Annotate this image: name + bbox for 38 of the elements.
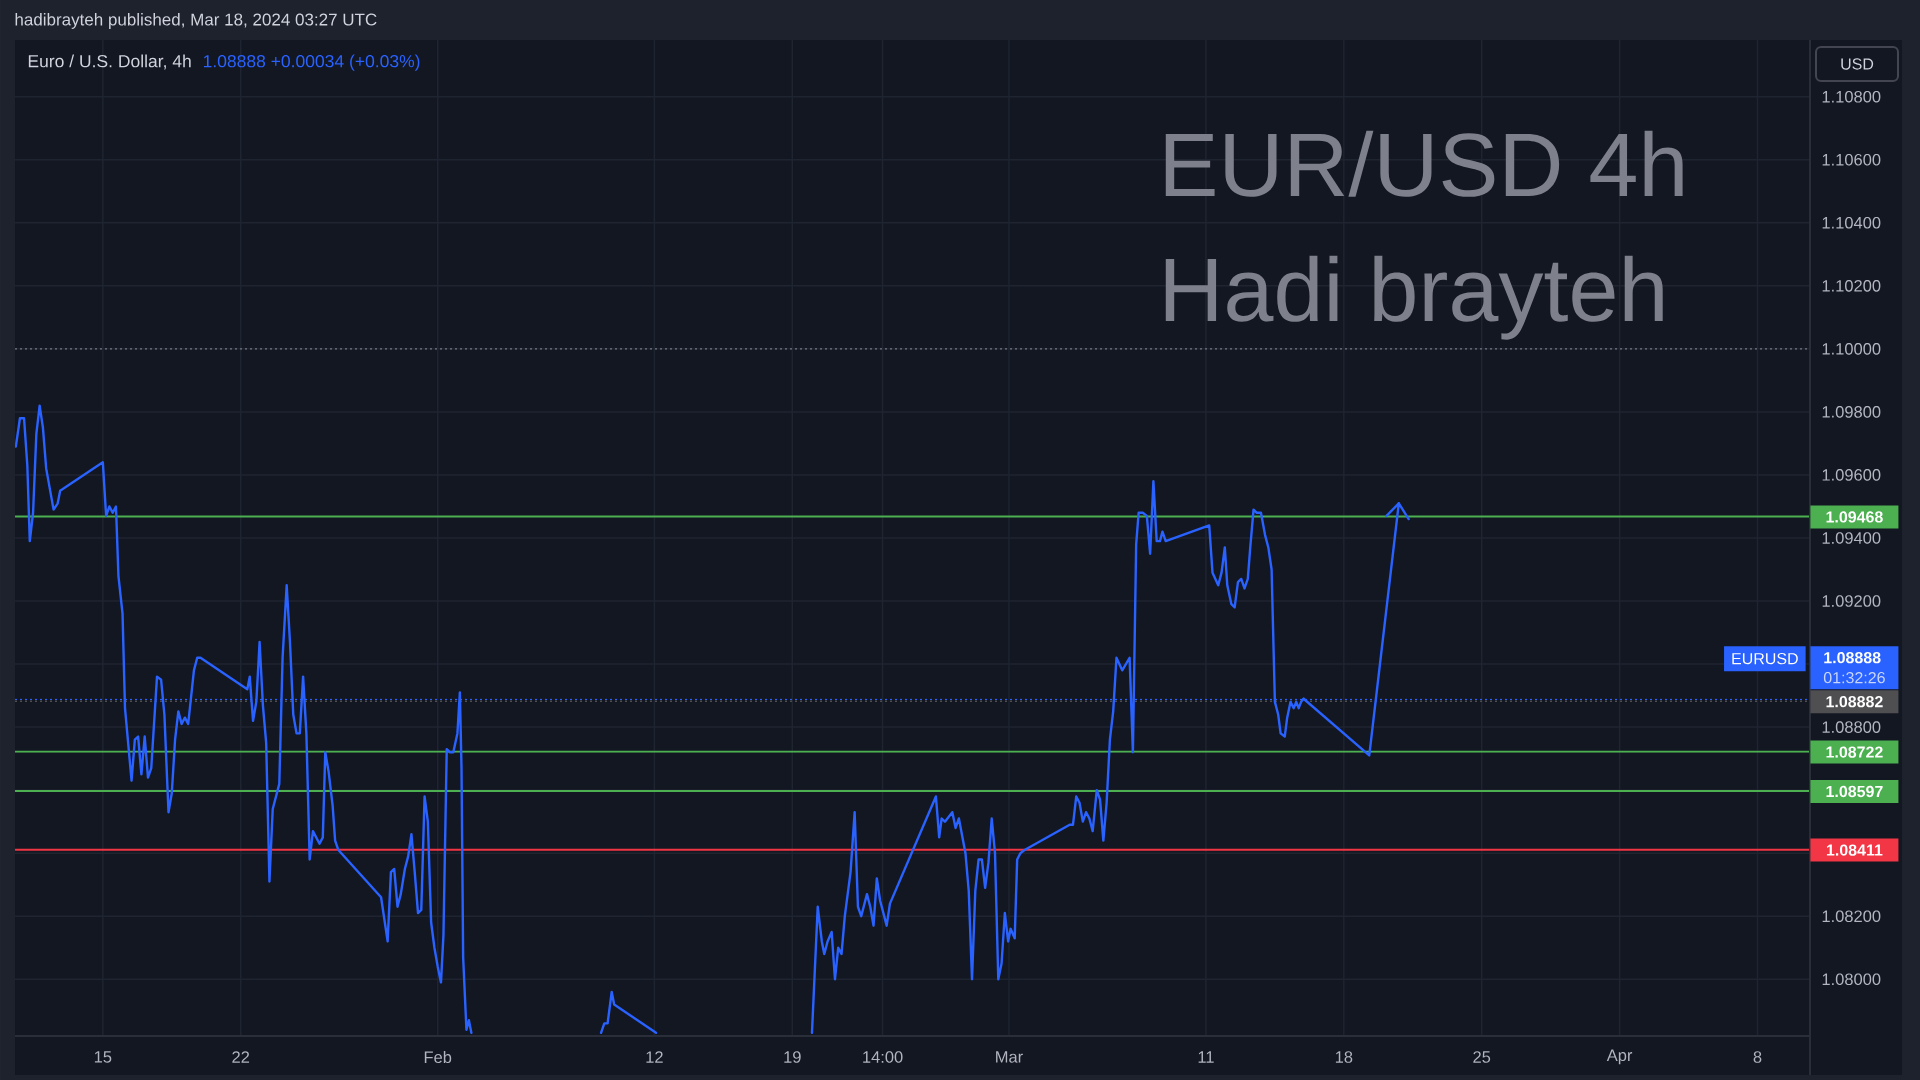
ref-line-label: 1.09468	[1826, 511, 1883, 523]
y-tick-label: 1.10000	[1822, 343, 1881, 355]
y-tick-label: 1.08800	[1822, 721, 1881, 733]
x-tick-label: Feb	[424, 1050, 452, 1064]
y-tick-label: 1.09400	[1822, 532, 1881, 544]
ref-line-label: 1.08411	[1826, 844, 1883, 856]
x-tick-label: 18	[1335, 1051, 1353, 1063]
text: EURUSD	[1732, 652, 1798, 665]
y-tick-label: 1.08000	[1822, 973, 1881, 986]
x-tick-label: Mar	[996, 1051, 1023, 1063]
annotation: EUR/USD 4h	[1165, 130, 1683, 197]
y-tick-label: 1.10600	[1822, 153, 1881, 166]
y-tick-label: 1.09600	[1822, 469, 1881, 481]
annotation: Hadi brayteh	[1165, 255, 1663, 340]
text: 1.08888 +0.00034 (+0.03%)	[203, 54, 420, 71]
x-tick-label: 8	[1753, 1051, 1762, 1063]
y-tick-label: 1.08200	[1822, 910, 1881, 923]
y-tick-label: 1.10200	[1822, 279, 1881, 292]
x-tick-label: 12	[646, 1051, 663, 1063]
x-tick-label: 14:00	[863, 1051, 903, 1063]
y-tick-label: 1.10800	[1822, 90, 1881, 103]
y-tick-label: 1.09800	[1822, 406, 1881, 418]
x-tick-label: 22	[232, 1051, 250, 1063]
x-tick-label: Apr	[1606, 1049, 1633, 1065]
ref-line-label: 1.08597	[1826, 785, 1883, 798]
y-axis-title: USD	[1841, 58, 1874, 70]
y-tick-label: 1.09200	[1822, 595, 1881, 607]
ref-line-label: 1.08888	[1824, 651, 1881, 664]
y-tick-label: 1.10400	[1822, 216, 1881, 229]
ref-line-label: 1.08882	[1826, 695, 1883, 708]
x-tick-label: 25	[1473, 1051, 1491, 1063]
x-tick-label: 15	[94, 1051, 112, 1063]
x-tick-label: 11	[1198, 1051, 1214, 1063]
text: 01:32:26	[1823, 671, 1885, 684]
ref-line-label: 1.08722	[1826, 746, 1883, 758]
x-tick-label: 19	[784, 1051, 801, 1063]
text: hadibrayteh published, Mar 18, 2024 03:27 UTC	[15, 13, 377, 29]
text: Euro / U.S. Dollar, 4h	[28, 54, 191, 70]
